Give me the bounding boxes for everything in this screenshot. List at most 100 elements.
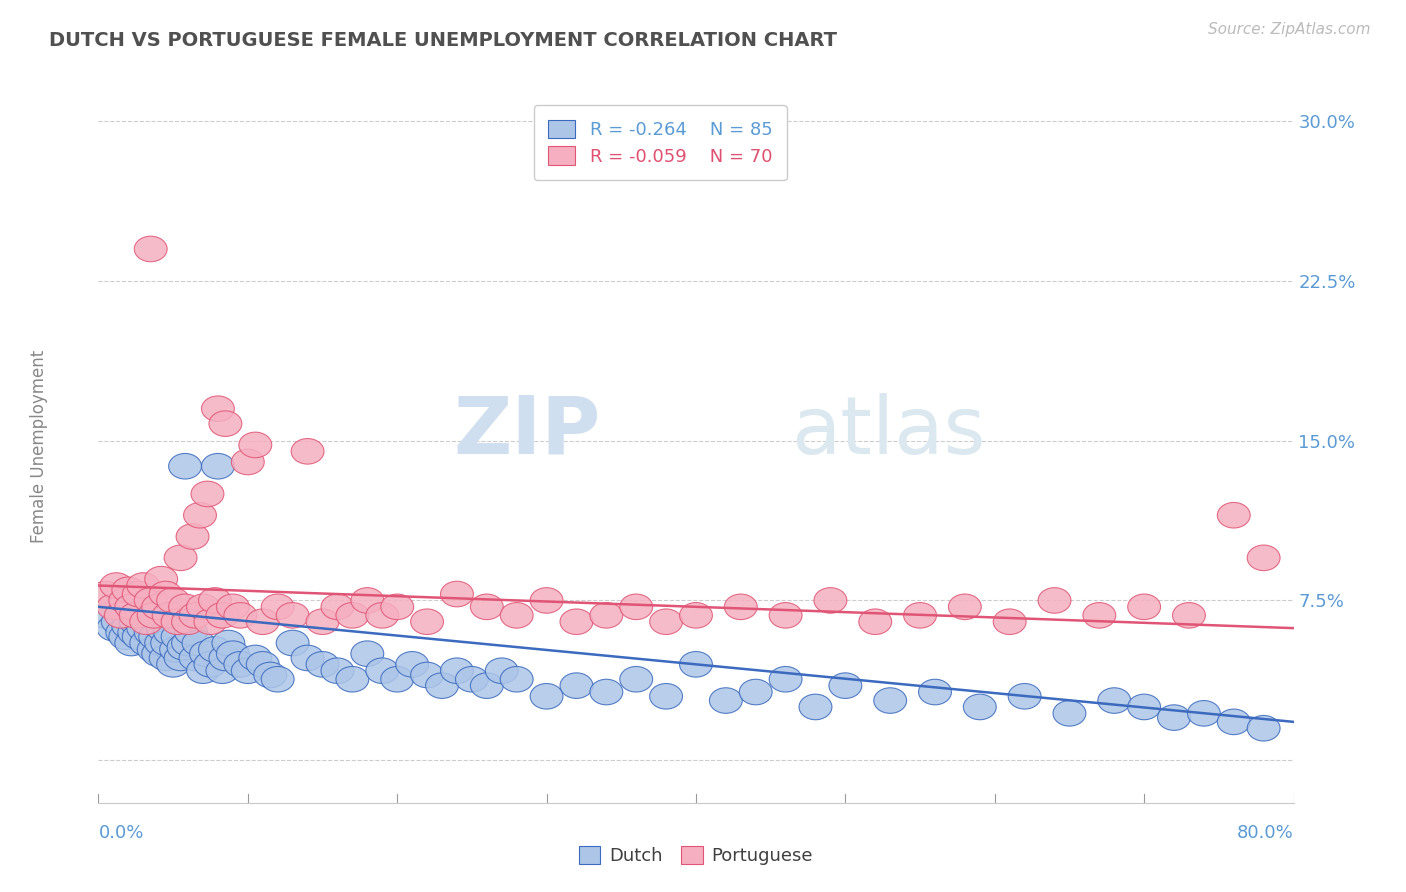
Ellipse shape bbox=[232, 658, 264, 683]
Ellipse shape bbox=[321, 658, 354, 683]
Ellipse shape bbox=[1218, 502, 1250, 528]
Ellipse shape bbox=[176, 524, 209, 549]
Ellipse shape bbox=[104, 603, 138, 628]
Ellipse shape bbox=[118, 620, 150, 645]
Ellipse shape bbox=[1008, 683, 1040, 709]
Ellipse shape bbox=[904, 603, 936, 628]
Ellipse shape bbox=[135, 588, 167, 613]
Ellipse shape bbox=[108, 588, 142, 613]
Ellipse shape bbox=[560, 673, 593, 698]
Ellipse shape bbox=[291, 645, 323, 671]
Ellipse shape bbox=[145, 566, 177, 592]
Ellipse shape bbox=[152, 603, 186, 628]
Text: atlas: atlas bbox=[792, 392, 986, 471]
Ellipse shape bbox=[366, 603, 399, 628]
Ellipse shape bbox=[501, 603, 533, 628]
Ellipse shape bbox=[108, 624, 142, 649]
Ellipse shape bbox=[194, 609, 226, 634]
Ellipse shape bbox=[740, 679, 772, 705]
Ellipse shape bbox=[276, 631, 309, 656]
Ellipse shape bbox=[131, 603, 165, 628]
Ellipse shape bbox=[830, 673, 862, 698]
Ellipse shape bbox=[530, 588, 562, 613]
Ellipse shape bbox=[873, 688, 907, 714]
Ellipse shape bbox=[440, 658, 474, 683]
Ellipse shape bbox=[485, 658, 519, 683]
Ellipse shape bbox=[1247, 545, 1279, 571]
Ellipse shape bbox=[1128, 694, 1160, 720]
Ellipse shape bbox=[411, 609, 443, 634]
Ellipse shape bbox=[190, 641, 222, 666]
Ellipse shape bbox=[993, 609, 1026, 634]
Ellipse shape bbox=[471, 673, 503, 698]
Ellipse shape bbox=[1083, 603, 1116, 628]
Ellipse shape bbox=[174, 620, 208, 645]
Ellipse shape bbox=[1247, 715, 1279, 741]
Ellipse shape bbox=[184, 502, 217, 528]
Ellipse shape bbox=[262, 594, 294, 620]
Ellipse shape bbox=[167, 634, 200, 660]
Ellipse shape bbox=[650, 609, 682, 634]
Ellipse shape bbox=[212, 631, 245, 656]
Ellipse shape bbox=[201, 396, 235, 422]
Ellipse shape bbox=[769, 603, 801, 628]
Ellipse shape bbox=[120, 603, 152, 628]
Ellipse shape bbox=[100, 573, 132, 599]
Ellipse shape bbox=[352, 641, 384, 666]
Text: Female Unemployment: Female Unemployment bbox=[30, 350, 48, 542]
Ellipse shape bbox=[769, 666, 801, 692]
Ellipse shape bbox=[129, 631, 163, 656]
Ellipse shape bbox=[162, 609, 194, 634]
Ellipse shape bbox=[145, 631, 177, 656]
Ellipse shape bbox=[291, 439, 323, 464]
Ellipse shape bbox=[471, 594, 503, 620]
Ellipse shape bbox=[156, 651, 190, 677]
Ellipse shape bbox=[246, 651, 280, 677]
Ellipse shape bbox=[160, 637, 193, 662]
Ellipse shape bbox=[90, 582, 122, 607]
Ellipse shape bbox=[149, 582, 183, 607]
Ellipse shape bbox=[1038, 588, 1071, 613]
Ellipse shape bbox=[321, 594, 354, 620]
Ellipse shape bbox=[187, 594, 219, 620]
Ellipse shape bbox=[115, 594, 148, 620]
Ellipse shape bbox=[530, 683, 562, 709]
Ellipse shape bbox=[381, 594, 413, 620]
Ellipse shape bbox=[276, 603, 309, 628]
Ellipse shape bbox=[153, 620, 187, 645]
Ellipse shape bbox=[560, 609, 593, 634]
Text: 80.0%: 80.0% bbox=[1237, 824, 1294, 842]
Ellipse shape bbox=[307, 609, 339, 634]
Ellipse shape bbox=[501, 666, 533, 692]
Text: 0.0%: 0.0% bbox=[98, 824, 143, 842]
Ellipse shape bbox=[90, 603, 122, 628]
Ellipse shape bbox=[179, 645, 212, 671]
Ellipse shape bbox=[169, 453, 201, 479]
Ellipse shape bbox=[224, 603, 257, 628]
Ellipse shape bbox=[1053, 700, 1085, 726]
Ellipse shape bbox=[172, 609, 204, 634]
Ellipse shape bbox=[142, 641, 174, 666]
Ellipse shape bbox=[918, 679, 952, 705]
Ellipse shape bbox=[156, 588, 190, 613]
Ellipse shape bbox=[224, 651, 257, 677]
Ellipse shape bbox=[139, 624, 172, 649]
Text: DUTCH VS PORTUGUESE FEMALE UNEMPLOYMENT CORRELATION CHART: DUTCH VS PORTUGUESE FEMALE UNEMPLOYMENT … bbox=[49, 31, 837, 50]
Ellipse shape bbox=[591, 603, 623, 628]
Ellipse shape bbox=[138, 637, 170, 662]
Ellipse shape bbox=[814, 588, 846, 613]
Ellipse shape bbox=[949, 594, 981, 620]
Ellipse shape bbox=[127, 573, 160, 599]
Ellipse shape bbox=[138, 603, 170, 628]
Ellipse shape bbox=[198, 588, 232, 613]
Ellipse shape bbox=[135, 236, 167, 261]
Ellipse shape bbox=[239, 432, 271, 458]
Ellipse shape bbox=[198, 637, 232, 662]
Ellipse shape bbox=[97, 594, 129, 620]
Ellipse shape bbox=[165, 645, 197, 671]
Ellipse shape bbox=[1188, 700, 1220, 726]
Ellipse shape bbox=[254, 662, 287, 688]
Ellipse shape bbox=[101, 609, 135, 634]
Ellipse shape bbox=[620, 666, 652, 692]
Text: Source: ZipAtlas.com: Source: ZipAtlas.com bbox=[1208, 22, 1371, 37]
